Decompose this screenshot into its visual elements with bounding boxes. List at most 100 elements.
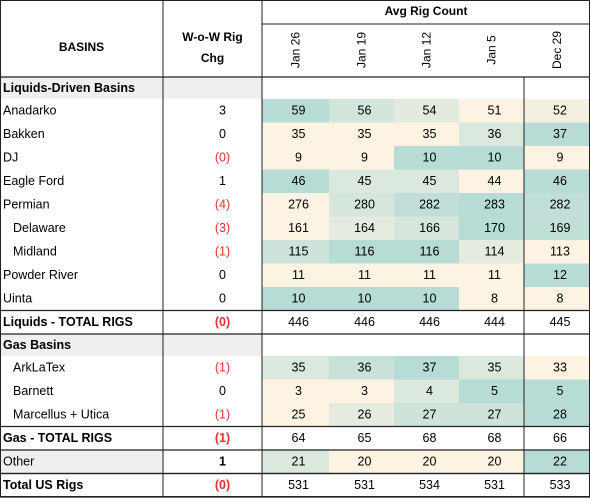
heat-cell bbox=[524, 240, 590, 264]
heat-cell bbox=[524, 169, 590, 193]
heat-cell bbox=[394, 450, 459, 474]
rig-count-value: 10 bbox=[292, 292, 306, 306]
rig-count-value: 45 bbox=[358, 174, 372, 188]
rig-count-value: 170 bbox=[484, 221, 505, 235]
wow-change-value: 0 bbox=[219, 127, 226, 141]
rig-count-value: 276 bbox=[288, 198, 309, 212]
wow-change-value: (1) bbox=[215, 408, 230, 422]
wow-header-line1: W-o-W Rig bbox=[182, 30, 242, 44]
rig-count-value: 531 bbox=[288, 478, 309, 492]
heat-cell bbox=[459, 146, 524, 170]
rig-count-value: 5 bbox=[491, 384, 498, 398]
heat-cell bbox=[524, 146, 590, 170]
heat-cell bbox=[394, 99, 459, 123]
heat-cell bbox=[459, 169, 524, 193]
heat-cell bbox=[394, 122, 459, 146]
heat-cell bbox=[524, 122, 590, 146]
basin-label: ArkLaTex bbox=[13, 361, 66, 375]
heat-cell bbox=[262, 216, 329, 240]
rig-count-value: 46 bbox=[292, 174, 306, 188]
heat-cell bbox=[524, 287, 590, 311]
rig-count-value: 9 bbox=[361, 151, 368, 165]
heat-cell bbox=[394, 263, 459, 287]
heat-cell bbox=[394, 356, 459, 380]
heat-cell bbox=[459, 450, 524, 474]
wow-change-value: 1 bbox=[219, 455, 226, 469]
wow-change-value: (1) bbox=[215, 245, 230, 259]
wow-change-value: (1) bbox=[215, 361, 230, 375]
other-fill bbox=[0, 450, 163, 474]
rig-count-value: 27 bbox=[488, 408, 502, 422]
total-row-label: Gas - TOTAL RIGS bbox=[3, 431, 112, 445]
heat-cell bbox=[459, 99, 524, 123]
rig-count-value: 166 bbox=[419, 221, 440, 235]
rig-count-value: 56 bbox=[358, 104, 372, 118]
section-fill bbox=[0, 77, 262, 99]
heat-cell bbox=[394, 287, 459, 311]
section-label: Liquids-Driven Basins bbox=[3, 81, 135, 95]
rig-count-value: 20 bbox=[423, 455, 437, 469]
rig-count-value: 446 bbox=[419, 315, 440, 329]
rig-count-value: 4 bbox=[426, 384, 433, 398]
rig-count-value: 10 bbox=[488, 151, 502, 165]
rig-count-value: 280 bbox=[354, 198, 375, 212]
wow-change-value: (3) bbox=[215, 221, 230, 235]
heat-cell bbox=[459, 216, 524, 240]
heat-cell bbox=[262, 146, 329, 170]
rig-count-value: 68 bbox=[488, 431, 502, 445]
heat-cell bbox=[459, 263, 524, 287]
heat-cell bbox=[394, 193, 459, 217]
rig-count-value: 59 bbox=[292, 104, 306, 118]
wow-header-line2: Chg bbox=[201, 51, 224, 65]
rig-count-value: 164 bbox=[354, 221, 375, 235]
basin-label: DJ bbox=[3, 151, 18, 165]
rig-count-value: 21 bbox=[292, 455, 306, 469]
rig-count-value: 114 bbox=[485, 245, 505, 259]
heat-cell bbox=[329, 356, 394, 380]
heat-cell bbox=[329, 122, 394, 146]
heat-cell bbox=[329, 146, 394, 170]
basin-label: Bakken bbox=[3, 127, 45, 141]
heat-cell bbox=[329, 263, 394, 287]
wow-change-value: 0 bbox=[219, 268, 226, 282]
rig-count-value: 116 bbox=[355, 245, 375, 259]
rig-count-value: 3 bbox=[295, 384, 302, 398]
rig-count-value: 282 bbox=[419, 198, 440, 212]
rig-count-value: 26 bbox=[358, 408, 372, 422]
heat-cell bbox=[262, 379, 329, 403]
rig-count-value: 116 bbox=[420, 245, 440, 259]
heat-cell bbox=[394, 240, 459, 264]
rig-count-value: 10 bbox=[423, 292, 437, 306]
rig-count-value: 10 bbox=[358, 292, 372, 306]
rig-count-value: 20 bbox=[358, 455, 372, 469]
heat-cell bbox=[262, 450, 329, 474]
rig-count-value: 534 bbox=[419, 478, 440, 492]
rig-count-value: 446 bbox=[288, 315, 309, 329]
rig-count-value: 9 bbox=[295, 151, 302, 165]
rig-count-value: 35 bbox=[292, 361, 306, 375]
heat-cell bbox=[329, 450, 394, 474]
rig-count-value: 52 bbox=[553, 104, 567, 118]
heat-cell bbox=[524, 193, 590, 217]
heat-cell bbox=[329, 403, 394, 427]
rig-count-value: 11 bbox=[423, 268, 436, 282]
heat-cell bbox=[394, 146, 459, 170]
heat-cell bbox=[329, 99, 394, 123]
rig-count-value: 46 bbox=[553, 174, 567, 188]
basin-label: Powder River bbox=[3, 268, 78, 282]
heat-cell bbox=[459, 122, 524, 146]
heat-cell bbox=[329, 240, 394, 264]
rig-count-value: 65 bbox=[358, 431, 372, 445]
rig-count-value: 36 bbox=[488, 127, 502, 141]
heat-cell bbox=[262, 403, 329, 427]
basin-label: Eagle Ford bbox=[3, 174, 64, 188]
rig-count-value: 35 bbox=[358, 127, 372, 141]
section-label: Gas Basins bbox=[3, 338, 71, 352]
wow-change-value: (4) bbox=[215, 198, 230, 212]
rig-count-value: 283 bbox=[484, 198, 505, 212]
heat-cell bbox=[394, 379, 459, 403]
rig-count-value: 11 bbox=[292, 268, 305, 282]
basin-label: Delaware bbox=[13, 221, 66, 235]
heat-cell bbox=[524, 356, 590, 380]
heat-cell bbox=[524, 216, 590, 240]
